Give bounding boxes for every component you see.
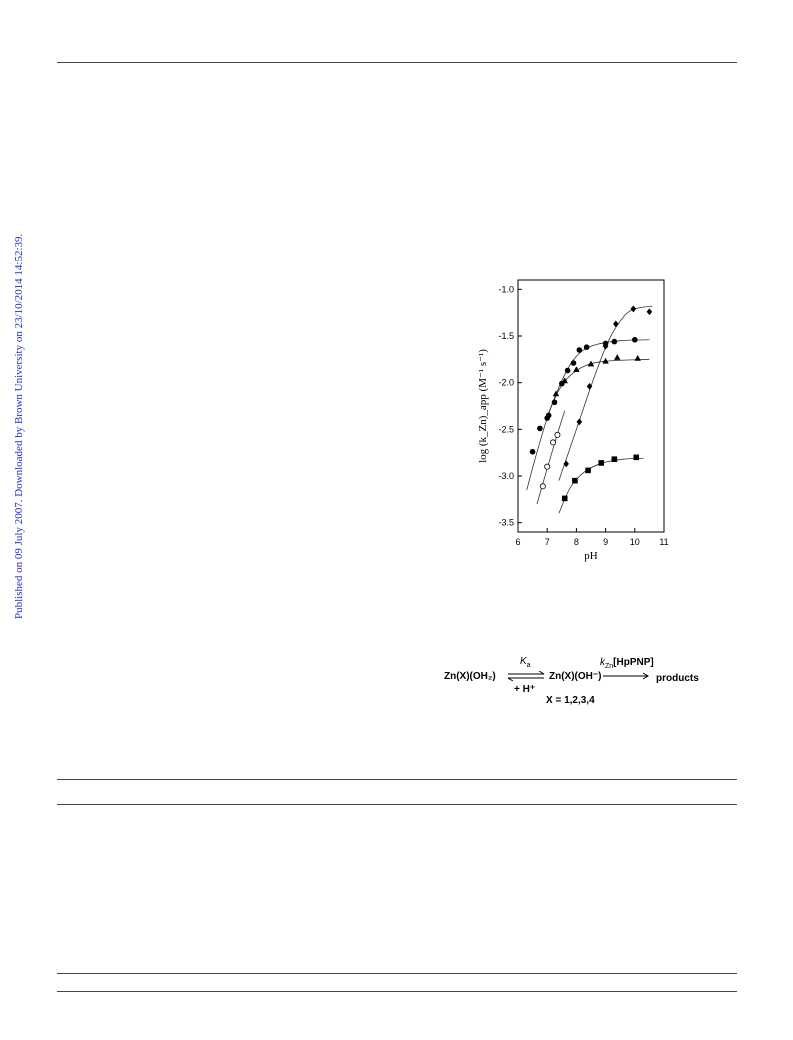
hydroxide-label: Zn(X)(OH⁻): [549, 671, 602, 682]
data-point: [576, 347, 583, 353]
equilibrium-arrows: [507, 671, 545, 681]
ka-sub: a: [526, 662, 531, 669]
x-tick-label: 7: [545, 537, 550, 547]
chart-axes: [517, 279, 665, 533]
x-tick-label: 6: [515, 537, 520, 547]
data-point: [576, 418, 583, 426]
data-point: [529, 448, 536, 455]
y-tick-label: -3.0: [498, 471, 514, 481]
data-point: [551, 399, 558, 406]
fit-curve: [558, 305, 653, 481]
data-point: [611, 456, 618, 462]
reaction-scheme: Zn(X)(OH₂) Ka + H⁺ Zn(X)(OH⁻) kZn[HpPNP]…: [440, 655, 740, 706]
data-point: [573, 366, 580, 372]
data-point: [537, 425, 543, 432]
data-point: [583, 344, 590, 350]
x-tick-label: 8: [574, 537, 579, 547]
forward-arrow: [603, 672, 649, 680]
ph-rate-chart: 6 7 8 9 10 11 -1.0 -1.5 -2.0 -2.5 -3.0 -3.5 pH log (k…: [477, 279, 669, 562]
data-point: [587, 360, 595, 367]
data-point: [539, 483, 546, 490]
y-tick-label: -3.5: [498, 518, 514, 528]
axis-labels: 6 7 8 9 10 11 -1.0 -1.5 -2.0 -2.5 -3.0 -3.5 pH log (k…: [477, 284, 669, 562]
data-point: [570, 360, 577, 366]
data-point: [585, 467, 591, 474]
y-tick-label: -1.0: [498, 284, 514, 294]
data-point: [602, 342, 609, 350]
data-point: [586, 383, 593, 390]
plot-frame: [517, 279, 665, 533]
x-tick-label: 9: [603, 537, 608, 547]
rule-4: [57, 973, 737, 974]
y-tick-label: -2.0: [498, 378, 514, 388]
y-axis-label: log (k_Zn)_app (M⁻¹ s⁻¹): [477, 349, 489, 463]
data-point: [564, 367, 571, 374]
x-axis-label: pH: [584, 550, 598, 562]
y-tick-label: -1.5: [498, 331, 514, 341]
fit-curve: [558, 457, 644, 514]
data-point: [614, 354, 621, 360]
x-tick-label: 10: [630, 537, 640, 547]
rate-label: kZn[HpPNP]: [600, 657, 654, 670]
rule-2: [57, 779, 737, 780]
rule-5: [57, 991, 737, 992]
data-point: [634, 355, 641, 361]
ka-k: K: [520, 656, 527, 667]
data-point: [602, 357, 609, 364]
fit-curve: [546, 358, 650, 417]
data-point: [561, 377, 568, 384]
data-point: [633, 454, 640, 461]
rule-3: [57, 804, 737, 805]
proton-label: + H⁺: [514, 684, 536, 695]
data-point: [646, 308, 653, 316]
fit-curve: [536, 410, 566, 505]
y-tick-label: -2.5: [498, 424, 514, 434]
download-watermark[interactable]: Published on 09 July 2007. Downloaded by…: [12, 233, 26, 620]
data-point: [563, 460, 569, 468]
data-point: [632, 336, 638, 343]
data-point: [554, 431, 561, 438]
reactant-label: Zn(X)(OH₂): [444, 671, 496, 682]
data-point: [545, 412, 552, 419]
fit-curves: [526, 305, 653, 514]
watermark-text[interactable]: Published on 09 July 2007. Downloaded by…: [13, 233, 25, 619]
data-markers: [529, 305, 653, 502]
products-label: products: [656, 673, 699, 684]
top-rule: [57, 62, 737, 63]
data-point: [598, 460, 605, 466]
data-point: [550, 439, 557, 446]
x-values-label: X = 1,2,3,4: [546, 695, 595, 706]
data-point: [613, 320, 619, 328]
rate-k: k: [600, 657, 605, 668]
data-point: [630, 305, 637, 313]
data-point: [544, 463, 551, 470]
rate-substrate: [HpPNP]: [613, 657, 654, 668]
ka-label: Ka: [520, 656, 531, 669]
data-point: [552, 390, 560, 397]
data-point: [572, 477, 578, 484]
data-point: [611, 338, 618, 345]
data-point: [561, 495, 568, 502]
x-tick-label: 11: [659, 537, 668, 547]
rate-sub: Zn: [605, 663, 614, 670]
